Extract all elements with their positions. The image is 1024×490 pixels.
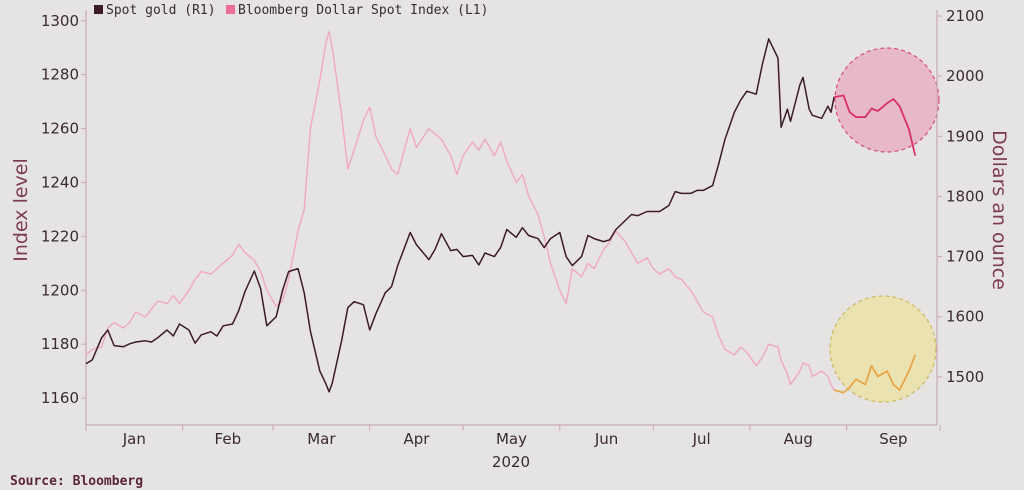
legend: Spot gold (R1) Bloomberg Dollar Spot Ind… [94,3,488,18]
left-tick-label: 1240 [41,173,79,191]
highlight-line-dollar-index [833,354,916,394]
x-tick-label: Jan [122,430,146,448]
x-tick-label: Aug [784,430,813,448]
right-axis-title: Dollars an ounce [988,130,1010,290]
left-tick-label: 1260 [41,120,79,138]
left-tick-label: 1200 [41,281,79,299]
right-tick-label: 1800 [946,187,984,205]
right-tick-label: 1700 [946,248,984,266]
series-line-spot-gold [85,38,916,393]
legend-label-gold: Spot gold (R1) [106,3,216,18]
x-tick-label: Jul [692,430,711,448]
x-tick-label: Mar [307,430,336,448]
x-tick-label: Sep [879,430,907,448]
legend-label-dollar: Bloomberg Dollar Spot Index (L1) [238,3,488,18]
left-tick-label: 1160 [41,389,79,407]
gold-highlight-circle [834,47,940,153]
left-tick-label: 1280 [41,66,79,84]
right-tick-label: 1600 [946,308,984,326]
x-axis-ticks: Jan Feb Mar Apr May Jun Jul Aug Sep [85,425,941,448]
legend-swatch-dollar [226,5,235,14]
x-tick-label: May [496,430,527,448]
legend-swatch-gold [94,5,103,14]
right-tick-label: 1500 [946,368,984,386]
x-tick-label: Feb [215,430,242,448]
left-axis-title: Index level [10,158,32,262]
right-tick-label: 1900 [946,127,984,145]
axes [85,10,938,426]
left-tick-label: 1220 [41,227,79,245]
right-tick-label: 2000 [946,67,984,85]
left-tick-label: 1300 [41,12,79,30]
dollar-highlight-circle [829,295,937,403]
x-tick-label: Apr [403,430,430,448]
highlight-line-spot-gold [833,94,917,156]
right-axis-ticks: 1500 1600 1700 1800 1900 2000 2100 [937,7,984,386]
left-axis-ticks: 1160 1180 1200 1220 1240 1260 1280 1300 [41,12,86,407]
left-tick-label: 1180 [41,335,79,353]
source-note: Source: Bloomberg [10,474,143,489]
series-line-dollar-index [85,30,916,394]
x-tick-label: Jun [594,430,618,448]
x-axis-year-label: 2020 [492,453,530,471]
right-tick-label: 2100 [946,7,984,25]
